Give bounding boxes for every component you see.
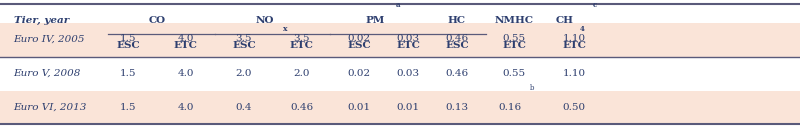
Text: 0.03: 0.03 <box>397 34 419 43</box>
Text: 3.5: 3.5 <box>294 34 310 43</box>
Text: 1.5: 1.5 <box>120 69 136 77</box>
Text: ETC: ETC <box>290 41 314 50</box>
Text: b: b <box>530 84 534 92</box>
Text: 3.5: 3.5 <box>236 34 252 43</box>
Text: 0.01: 0.01 <box>397 103 419 112</box>
Text: 0.46: 0.46 <box>290 103 313 112</box>
Text: 0.03: 0.03 <box>397 69 419 77</box>
Text: CH: CH <box>556 16 574 25</box>
Text: 0.4: 0.4 <box>236 103 252 112</box>
Text: 2.0: 2.0 <box>236 69 252 77</box>
Text: ETC: ETC <box>396 41 420 50</box>
Text: Tier, year: Tier, year <box>14 16 69 25</box>
Text: 0.50: 0.50 <box>563 103 586 112</box>
Text: 1.10: 1.10 <box>563 69 586 77</box>
Text: 4.0: 4.0 <box>178 103 194 112</box>
Text: HC: HC <box>448 16 466 25</box>
Text: 4: 4 <box>580 25 585 33</box>
Text: 0.46: 0.46 <box>446 34 468 43</box>
Text: c: c <box>592 1 597 9</box>
Bar <box>0 57 800 90</box>
Text: 0.46: 0.46 <box>446 69 468 77</box>
Text: PM: PM <box>366 16 386 25</box>
Text: 0.01: 0.01 <box>348 103 370 112</box>
Text: 1.10: 1.10 <box>563 34 586 43</box>
Text: 1.5: 1.5 <box>120 103 136 112</box>
Text: ESC: ESC <box>445 41 469 50</box>
Text: ESC: ESC <box>116 41 140 50</box>
Text: 2.0: 2.0 <box>294 69 310 77</box>
Text: 1.5: 1.5 <box>120 34 136 43</box>
Text: 0.02: 0.02 <box>348 34 370 43</box>
Text: 0.55: 0.55 <box>503 69 526 77</box>
Text: ETC: ETC <box>174 41 198 50</box>
Text: 0.16: 0.16 <box>498 103 521 112</box>
Bar <box>0 23 800 57</box>
Text: NMHC: NMHC <box>495 16 534 25</box>
Text: Euro IV, 2005: Euro IV, 2005 <box>14 34 85 43</box>
Text: 4.0: 4.0 <box>178 69 194 77</box>
Text: Euro VI, 2013: Euro VI, 2013 <box>14 103 87 112</box>
Text: 0.55: 0.55 <box>503 34 526 43</box>
Text: a: a <box>396 1 400 9</box>
Text: CO: CO <box>148 16 166 25</box>
Text: ETC: ETC <box>502 41 526 50</box>
Text: x: x <box>282 25 287 33</box>
Text: ESC: ESC <box>232 41 256 50</box>
Text: Euro V, 2008: Euro V, 2008 <box>14 69 81 77</box>
Text: ESC: ESC <box>347 41 371 50</box>
Text: 0.13: 0.13 <box>446 103 468 112</box>
Bar <box>0 91 800 124</box>
Text: NO: NO <box>255 16 274 25</box>
Text: 4.0: 4.0 <box>178 34 194 43</box>
Text: 0.02: 0.02 <box>348 69 370 77</box>
Text: ETC: ETC <box>562 41 586 50</box>
